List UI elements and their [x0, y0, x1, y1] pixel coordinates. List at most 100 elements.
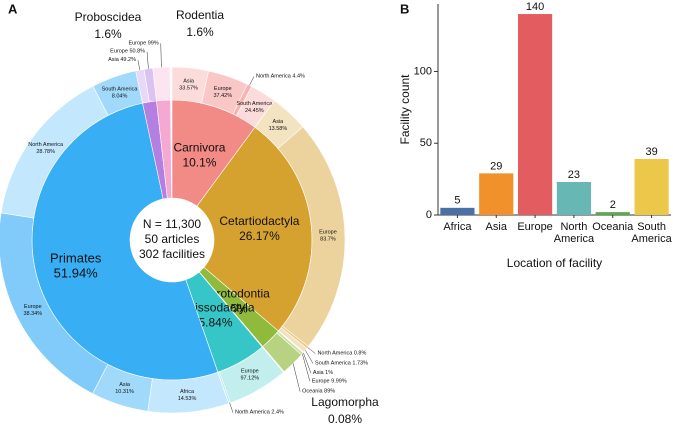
- region-name: Europe: [110, 49, 128, 55]
- region-percent: 1.73%: [352, 361, 368, 367]
- region-percent: 33.57%: [179, 86, 198, 92]
- leader-line: [303, 352, 312, 374]
- order-percent: 26.17%: [239, 229, 280, 243]
- x-tick-label: Africa: [443, 221, 472, 233]
- region-label: North America 28.78%: [28, 142, 64, 155]
- leader-line: [137, 60, 141, 71]
- region-label: Europe 37.42%: [213, 86, 232, 99]
- order-percent: 1.6%: [94, 27, 122, 41]
- region-name: Asia: [108, 58, 120, 64]
- bar-value-label: 39: [645, 146, 657, 158]
- order-name: Carnivora: [173, 141, 225, 155]
- bar: [634, 159, 669, 215]
- bar-value-label: 23: [568, 169, 580, 181]
- region-percent: 83.7%: [320, 237, 336, 243]
- region-name: Asia: [273, 119, 285, 125]
- region-label: Asia 1%: [313, 371, 333, 377]
- order-name: Rodentia: [176, 8, 224, 22]
- region-label: North America 0.8%: [317, 351, 366, 357]
- region-name: South America: [236, 101, 273, 107]
- y-tick-label: 0: [426, 209, 432, 221]
- bar-value-label: 29: [490, 160, 502, 172]
- x-tick-label: Asia: [485, 221, 507, 233]
- x-axis-title: Location of facility: [507, 256, 602, 270]
- region-name: Europe: [214, 86, 232, 92]
- order-name: Cetartiodactyla: [219, 214, 299, 228]
- region-percent: 14.53%: [178, 396, 197, 402]
- leader-line: [249, 76, 255, 86]
- bar: [595, 212, 630, 215]
- y-tick-label: 100: [414, 65, 432, 77]
- region-label: South America 8.04%: [102, 87, 139, 100]
- order-percent: 10.1%: [182, 156, 216, 170]
- region-percent: 99%: [148, 41, 159, 47]
- bar-value-label: 5: [454, 195, 460, 207]
- region-label: Asia 10.31%: [115, 383, 134, 396]
- region-percent: 2.4%: [271, 410, 284, 416]
- region-label: South America 1.73%: [315, 361, 368, 367]
- region-percent: 9.99%: [331, 379, 347, 385]
- region-slice: [278, 327, 308, 353]
- region-name: Europe: [241, 369, 259, 375]
- region-name: Europe: [319, 230, 337, 236]
- leader-line: [305, 350, 314, 364]
- region-label: Europe 99%: [128, 41, 158, 47]
- region-label: North America 2.4%: [235, 410, 284, 416]
- y-axis-title: Facility count: [398, 74, 412, 145]
- region-percent: 24.45%: [245, 108, 264, 114]
- region-name: Asia: [119, 383, 131, 389]
- leader-line: [302, 353, 311, 382]
- region-label: Europe 83.7%: [319, 230, 337, 243]
- region-name: Oceania: [302, 389, 323, 395]
- region-percent: 38.34%: [23, 311, 42, 317]
- leader-line: [292, 363, 301, 392]
- region-label: Asia 49.2%: [108, 58, 136, 64]
- region-label: North America 4.4%: [256, 74, 305, 80]
- x-tick-label: North America: [553, 221, 595, 245]
- center-text: 50 articles: [145, 232, 200, 246]
- region-percent: 97.12%: [241, 376, 260, 382]
- region-name: Africa: [180, 389, 195, 395]
- bar: [479, 173, 514, 215]
- region-percent: 10.31%: [115, 390, 134, 396]
- bar: [556, 181, 592, 215]
- leader-line: [160, 43, 162, 68]
- region-label: Europe 50.8%: [110, 49, 145, 55]
- region-percent: 4.4%: [292, 74, 305, 80]
- order-percent: 5.84%: [198, 316, 232, 330]
- bar: [440, 207, 475, 215]
- panel-label: A: [8, 1, 18, 16]
- center-text: N = 11,300: [143, 217, 201, 231]
- region-slice: [152, 66, 171, 102]
- region-label: Oceania 89%: [302, 389, 335, 395]
- region-name: Europe: [312, 379, 330, 385]
- x-tick-label: South America: [631, 221, 672, 245]
- region-percent: 89%: [324, 389, 335, 395]
- panel-label: B: [400, 1, 409, 16]
- region-percent: 50.8%: [129, 49, 145, 55]
- region-percent: 49.2%: [120, 58, 136, 64]
- bar-value-label: 2: [610, 199, 616, 211]
- order-percent: 0.08%: [328, 412, 362, 426]
- region-label: Asia 13.58%: [269, 119, 288, 132]
- leader-line: [229, 403, 234, 413]
- region-percent: 1%: [325, 371, 333, 377]
- region-name: Asia: [183, 79, 195, 85]
- region-name: North America: [317, 351, 353, 357]
- region-name: North America: [235, 410, 271, 416]
- region-name: Europe: [128, 41, 146, 47]
- region-label: Europe 38.34%: [23, 304, 42, 317]
- order-name: Proboscidea: [75, 10, 142, 24]
- bar-value-label: 140: [526, 1, 544, 13]
- x-tick-label: Europe: [517, 221, 553, 233]
- region-name: South America: [102, 87, 139, 93]
- region-percent: 8.04%: [112, 94, 128, 100]
- leader-line: [307, 347, 316, 354]
- y-tick-label: 50: [420, 137, 432, 149]
- region-percent: 13.58%: [269, 126, 288, 132]
- order-name: Lagomorpha: [311, 395, 379, 409]
- center-text: 302 facilities: [139, 247, 205, 261]
- region-label: Europe 97.12%: [241, 369, 260, 382]
- order-percent: 1.6%: [186, 25, 214, 39]
